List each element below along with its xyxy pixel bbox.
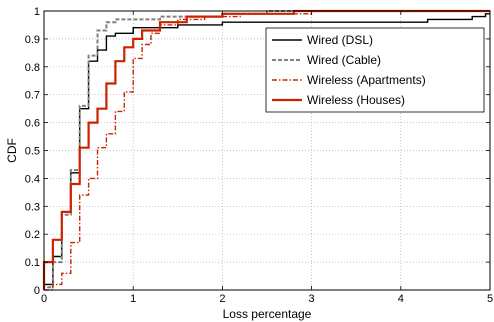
legend-entry-0: Wired (DSL) xyxy=(307,33,373,47)
legend-entry-1: Wired (Cable) xyxy=(307,53,381,67)
legend-entry-3: Wireless (Houses) xyxy=(307,93,405,107)
x-axis-label: Loss percentage xyxy=(223,307,312,321)
y-tick-label: 0.9 xyxy=(25,34,40,46)
x-tick-label: 5 xyxy=(487,293,493,305)
x-tick-label: 4 xyxy=(398,293,404,305)
y-tick-label: 0.4 xyxy=(25,173,40,185)
y-tick-label: 0.7 xyxy=(25,90,40,102)
y-axis-label: CDF xyxy=(5,138,19,163)
x-tick-label: 1 xyxy=(130,293,136,305)
y-tick-label: 1 xyxy=(34,6,40,18)
legend-entry-2: Wireless (Apartments) xyxy=(307,73,426,87)
x-tick-label: 0 xyxy=(41,293,47,305)
x-tick-label: 3 xyxy=(309,293,315,305)
y-tick-label: 0.3 xyxy=(25,201,40,213)
y-tick-label: 0.5 xyxy=(25,146,40,158)
y-tick-label: 0.2 xyxy=(25,229,40,241)
legend: Wired (DSL) Wired (Cable) Wireless (Apartm… xyxy=(265,27,485,113)
y-tick-label: 0.6 xyxy=(25,118,40,130)
series-line-3 xyxy=(42,9,490,290)
series-lines xyxy=(42,9,490,291)
series-line-2 xyxy=(44,10,490,291)
x-tick-label: 2 xyxy=(219,293,225,305)
y-tick-label: 0 xyxy=(34,285,40,297)
axis-ticks: 0 1 2 3 4 5 0 0.1 0.2 0.3 0.4 0.5 0.6 0.7 0.8 0.9 1 xyxy=(25,6,493,305)
legend-box xyxy=(265,27,485,113)
y-tick-label: 0.1 xyxy=(25,257,40,269)
y-tick-label: 0.8 xyxy=(25,62,40,74)
